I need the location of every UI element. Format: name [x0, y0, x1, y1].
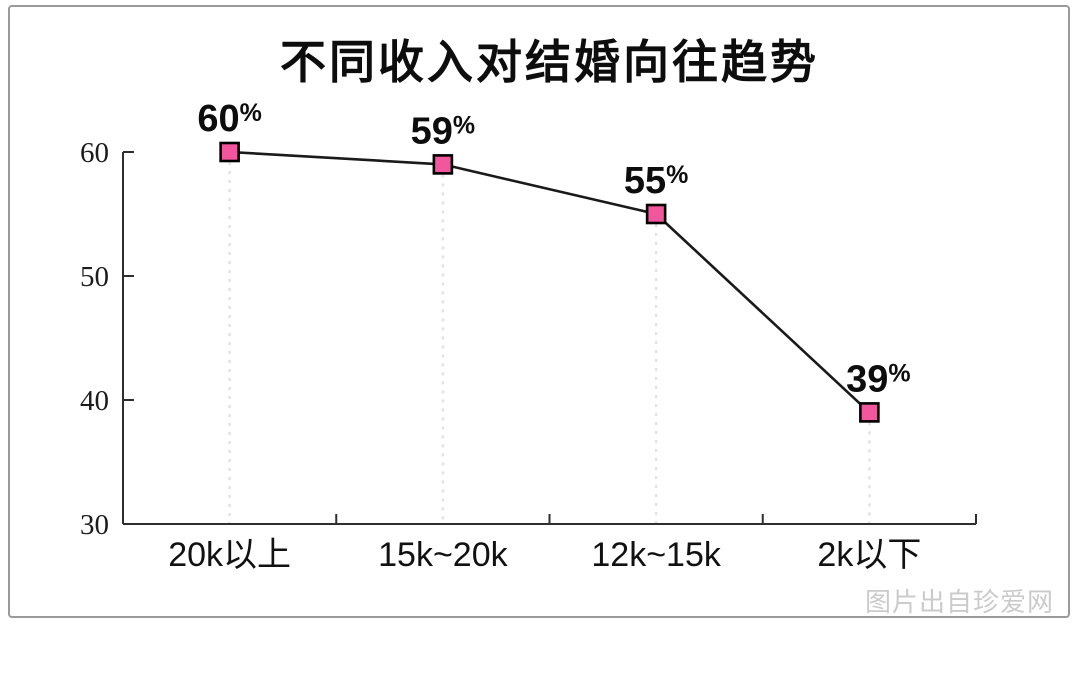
- chart-title: 不同收入对结婚向往趋势: [280, 36, 819, 88]
- x-axis-category-label: 2k以下: [817, 536, 921, 574]
- y-axis-tick-label: 30: [80, 509, 109, 541]
- data-point-label: 60%: [197, 98, 262, 140]
- y-axis-tick-label: 60: [80, 137, 109, 169]
- y-axis-tick-label: 40: [80, 385, 109, 417]
- data-point-marker: [432, 154, 454, 175]
- data-point-label: 59%: [411, 110, 476, 152]
- x-axis-category-label: 20k以上: [168, 536, 291, 574]
- data-point-marker: [645, 203, 667, 225]
- watermark-text: 图片出自珍爱网: [864, 587, 1054, 617]
- data-point-label: 55%: [624, 160, 689, 202]
- x-axis-category-label: 12k~15k: [591, 536, 721, 574]
- chart-panel: [8, 5, 1070, 618]
- data-point-marker: [859, 402, 880, 423]
- data-line: [229, 150, 871, 414]
- x-axis-category-label: 15k~20k: [378, 536, 508, 574]
- y-axis-tick-label: 50: [80, 261, 109, 293]
- data-point-label: 39%: [846, 358, 911, 400]
- data-point-marker: [219, 141, 240, 163]
